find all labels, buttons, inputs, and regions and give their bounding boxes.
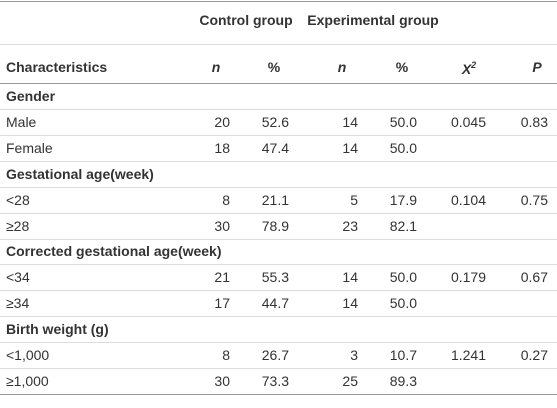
rule [0, 290, 557, 292]
cell: 5 [350, 191, 358, 208]
cell: 44.7 [261, 295, 289, 312]
cell: 17.9 [389, 191, 417, 208]
column-header: Characteristics [6, 59, 108, 75]
cell: 50.0 [389, 269, 417, 286]
cell: 8 [222, 347, 230, 363]
cell: 0.045 [450, 113, 486, 130]
rule [0, 264, 557, 266]
section-title: Birth weight (g) [6, 321, 109, 338]
cell: 0.179 [450, 269, 486, 286]
column-header: % [395, 59, 409, 75]
cell: 26.7 [261, 347, 289, 363]
cell: 3 [350, 347, 358, 363]
cell: 30 [214, 217, 230, 234]
column-header: % [267, 59, 281, 75]
rule [0, 186, 557, 188]
cell: 25 [342, 372, 358, 389]
cell: 20 [214, 113, 230, 130]
section-title: Gender [6, 88, 56, 104]
cell: 82.1 [389, 217, 417, 234]
cell: 47.4 [261, 139, 289, 156]
rule [0, 342, 557, 344]
cell: 30 [214, 372, 230, 389]
row-label: <34 [6, 269, 30, 286]
row-label: Female [6, 139, 53, 156]
cell: 73.3 [261, 372, 289, 389]
column-header: X2 [462, 56, 476, 78]
cell: 50.0 [389, 113, 417, 130]
cell: 78.9 [261, 217, 289, 234]
cell: 0.67 [520, 269, 548, 286]
column-header: n [211, 59, 221, 75]
column-header: n [337, 59, 347, 75]
cell: 89.3 [389, 372, 417, 389]
header-sup: 2 [471, 60, 477, 71]
row-label: ≥28 [6, 217, 30, 234]
cell: 21.1 [261, 191, 289, 208]
cell: 52.6 [261, 113, 289, 130]
row-label: Male [6, 113, 37, 130]
cell: 1.241 [450, 347, 486, 363]
cell: 50.0 [389, 295, 417, 312]
row-label: ≥34 [6, 295, 30, 312]
cell: 8 [222, 191, 230, 208]
cell: 0.83 [520, 113, 548, 130]
section-title: Gestational age(week) [6, 165, 154, 182]
group-header: Experimental group [307, 12, 439, 28]
rule [0, 368, 557, 369]
rule [0, 44, 557, 45]
row-label: <28 [6, 191, 30, 208]
cell: 14 [342, 139, 358, 156]
rule [0, 238, 557, 240]
rule [0, 393, 557, 395]
rule [0, 212, 557, 214]
cell: 10.7 [389, 347, 417, 363]
cell: 23 [342, 217, 358, 234]
cell: 14 [342, 113, 358, 130]
rule [0, 109, 557, 110]
cell: 14 [342, 269, 358, 286]
cell: 17 [214, 295, 230, 312]
cell: 0.75 [520, 191, 548, 208]
column-header: P [532, 59, 542, 75]
group-header: Control group [199, 12, 293, 28]
rule [0, 1, 557, 2]
rule [0, 160, 557, 162]
section-title: Corrected gestational age(week) [6, 243, 222, 260]
cell: 50.0 [389, 139, 417, 156]
rule [0, 134, 557, 136]
rule [0, 83, 557, 84]
cell: 55.3 [261, 269, 289, 286]
cell: 14 [342, 295, 358, 312]
cell: 18 [214, 139, 230, 156]
cell: 21 [214, 269, 230, 286]
rule [0, 316, 557, 318]
row-label: <1,000 [6, 347, 50, 363]
cell: 0.27 [520, 347, 548, 363]
header-base: X [461, 60, 472, 77]
row-label: ≥1,000 [6, 372, 49, 389]
cell: 0.104 [450, 191, 486, 208]
